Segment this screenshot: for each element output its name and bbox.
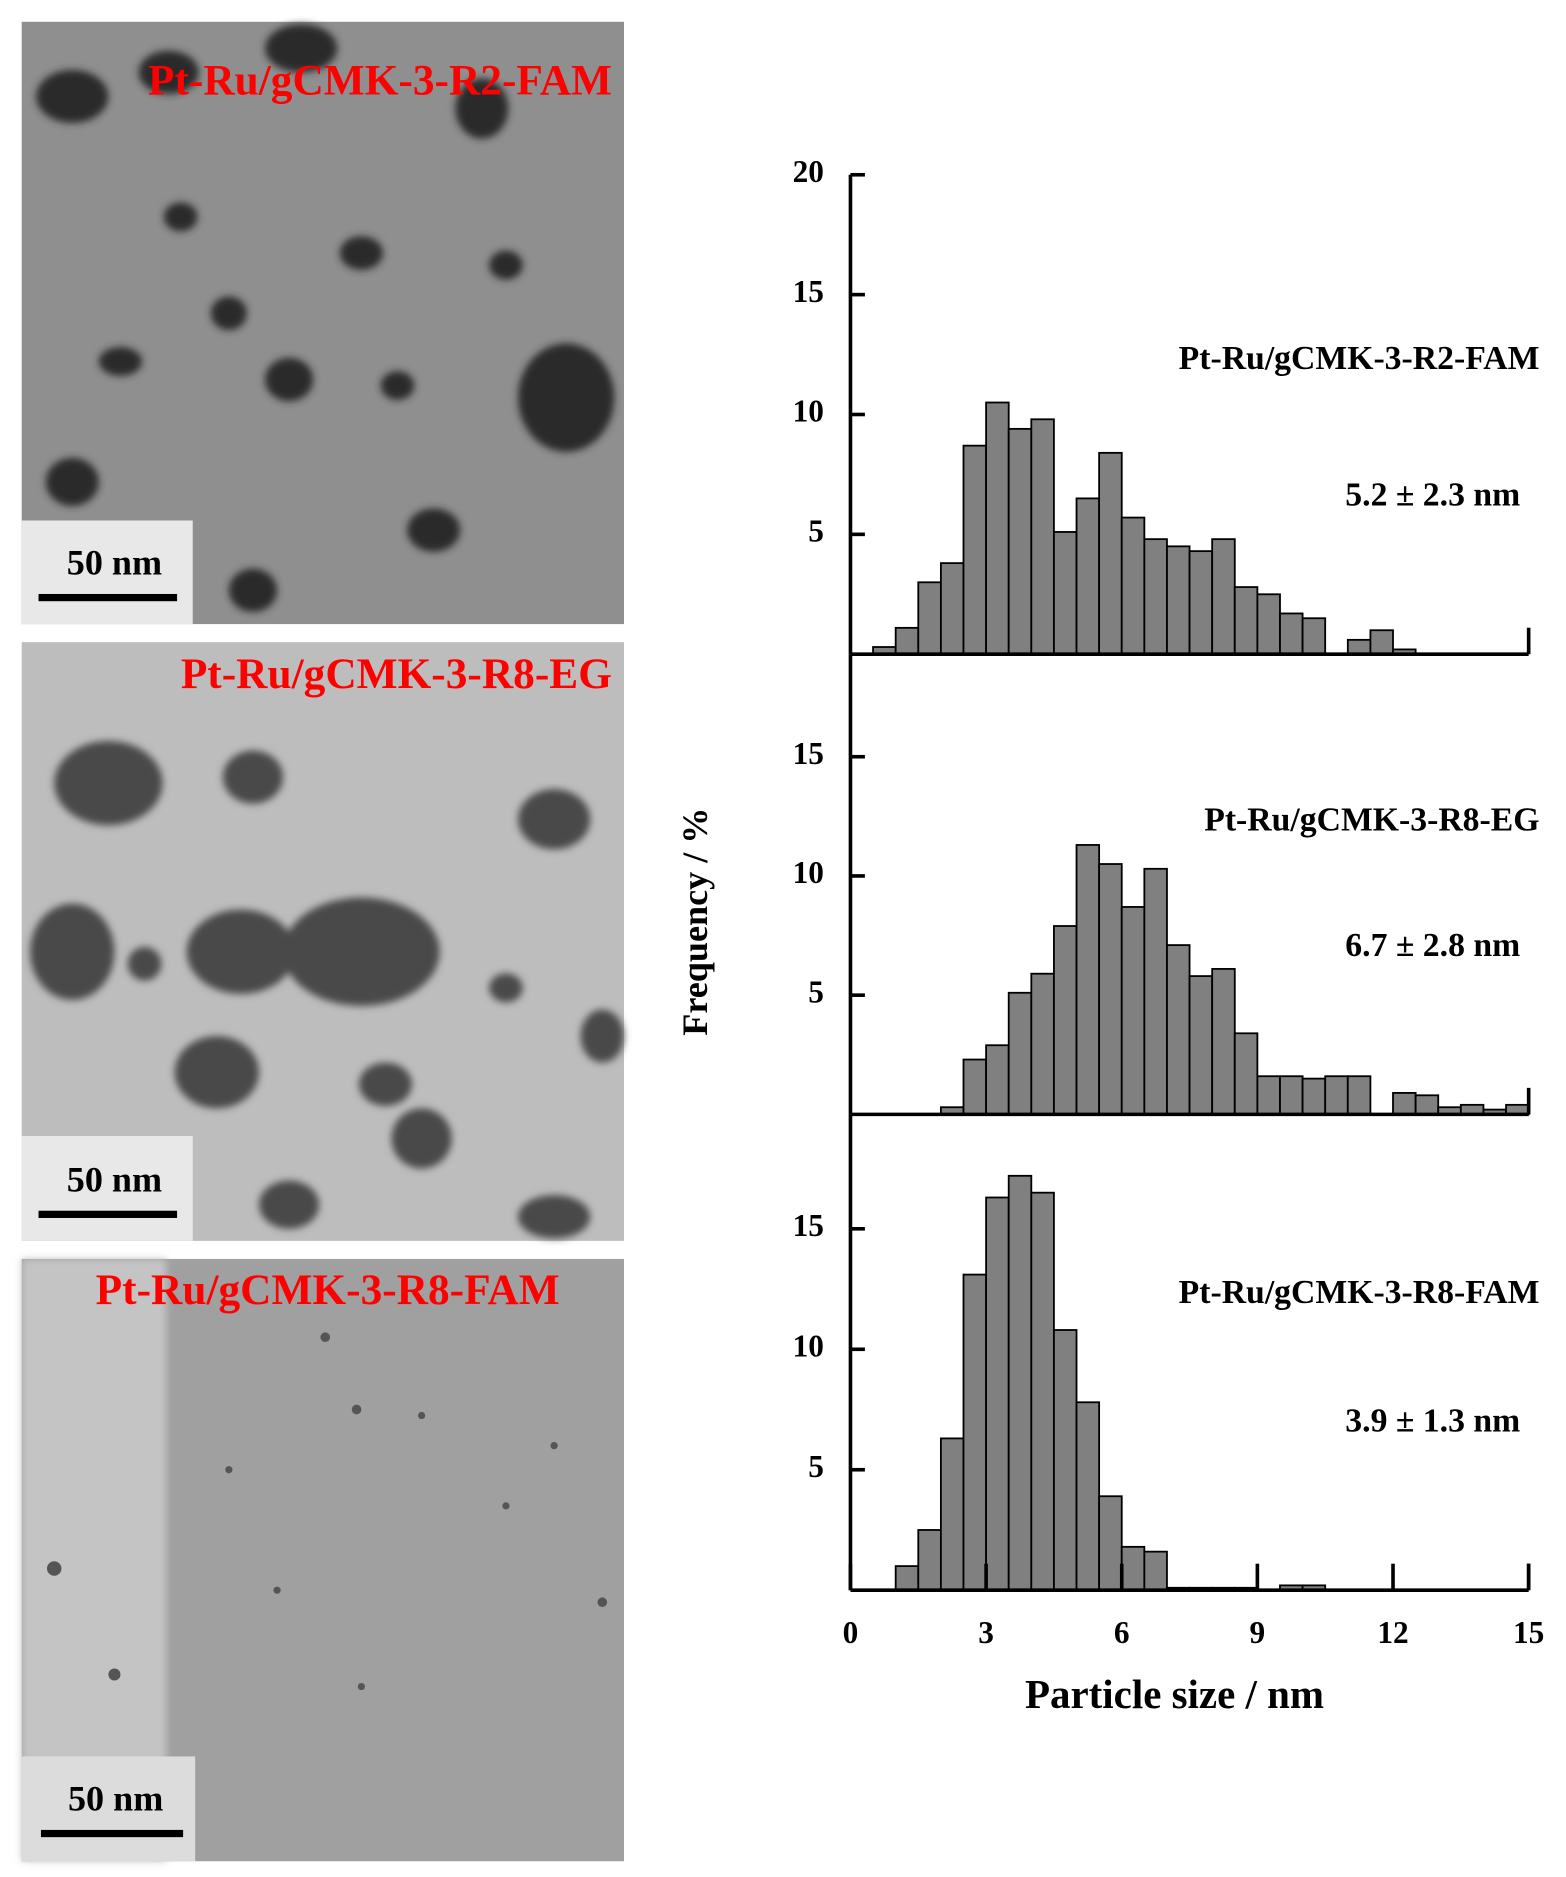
bar — [1211, 538, 1236, 656]
bar — [1301, 617, 1327, 656]
bar — [1369, 629, 1394, 656]
bar — [1301, 1077, 1327, 1116]
bar — [1075, 1401, 1101, 1592]
scale-bar — [38, 1210, 178, 1218]
y-tick-label: 5 — [808, 1449, 824, 1484]
bar — [1098, 1495, 1123, 1592]
series-label: Pt-Ru/gCMK-3-R8-EG — [1204, 802, 1539, 839]
bar — [985, 1196, 1010, 1592]
annotation: 3.9 ± 1.3 nm — [1345, 1403, 1520, 1440]
x-tick-label: 0 — [843, 1615, 859, 1650]
bar — [1166, 944, 1191, 1116]
bar — [1053, 1329, 1078, 1592]
bar — [894, 626, 920, 656]
bar — [1120, 1545, 1146, 1592]
bar — [1075, 844, 1101, 1116]
particles — [30, 740, 624, 1239]
bar — [939, 562, 965, 656]
bar — [1007, 1174, 1033, 1592]
bar — [1030, 1191, 1055, 1592]
bar — [1098, 451, 1123, 656]
x-tick-label: 6 — [1114, 1615, 1130, 1650]
bar — [1098, 863, 1123, 1116]
series-label: Pt-Ru/gCMK-3-R8-FAM — [1179, 1274, 1540, 1311]
bar — [985, 401, 1010, 656]
y-tick-label: 20 — [793, 154, 824, 189]
y-tick-label: 10 — [793, 394, 824, 429]
bar — [917, 1529, 942, 1592]
x-tick-label: 15 — [1513, 1615, 1544, 1650]
bar — [1120, 906, 1146, 1116]
bar — [962, 1273, 988, 1592]
x-tick-label: 12 — [1377, 1615, 1408, 1650]
bar — [1346, 638, 1372, 656]
y-tick-label: 10 — [793, 1328, 824, 1363]
x-tick-label: 3 — [978, 1615, 994, 1650]
y-tick-label: 15 — [793, 1208, 824, 1243]
bar — [1053, 531, 1078, 656]
bar — [1392, 1092, 1417, 1116]
bar — [1414, 1094, 1440, 1116]
annotation: 5.2 ± 2.3 nm — [1345, 476, 1520, 513]
y-tick-label: 15 — [793, 736, 824, 771]
bar — [1030, 972, 1055, 1116]
bar — [1143, 538, 1168, 656]
annotation: 6.7 ± 2.8 nm — [1345, 927, 1520, 964]
bar — [1346, 1075, 1372, 1116]
bar — [1143, 867, 1168, 1116]
bar — [1279, 612, 1304, 656]
bar — [1256, 593, 1281, 656]
bar — [962, 1058, 988, 1116]
bar — [1007, 991, 1033, 1116]
bar — [1279, 1075, 1304, 1116]
y-tick-label: 15 — [793, 274, 824, 309]
bar — [1143, 1550, 1168, 1592]
bar — [1188, 550, 1214, 656]
bar — [1166, 545, 1191, 656]
particles — [46, 1332, 608, 1691]
micrograph — [21, 1258, 624, 1862]
bar — [1007, 427, 1033, 656]
series-label: Pt-Ru/gCMK-3-R2-FAM — [1179, 340, 1540, 377]
micrograph-label: Pt-Ru/gCMK-3-R2-FAM — [148, 56, 612, 104]
y-tick-label: 5 — [808, 974, 824, 1009]
scale-bar — [40, 1829, 184, 1838]
x-axis-label: Particle size / nm — [1025, 1672, 1324, 1717]
bar — [1233, 586, 1259, 656]
scale-bar-box — [21, 1756, 196, 1862]
bar — [1030, 418, 1055, 656]
bar — [1233, 1032, 1259, 1116]
bar — [1211, 968, 1236, 1116]
bar — [985, 1044, 1010, 1116]
bar — [1324, 1075, 1349, 1116]
bar — [1075, 497, 1101, 656]
x-tick-label: 9 — [1250, 1615, 1266, 1650]
scale-bar-label: 50 nm — [67, 543, 162, 583]
y-tick-label: 5 — [808, 514, 824, 549]
bar — [1188, 975, 1214, 1116]
micrograph-label: Pt-Ru/gCMK-3-R8-EG — [181, 650, 612, 698]
micrograph-label: Pt-Ru/gCMK-3-R8-FAM — [96, 1266, 560, 1314]
bar — [917, 581, 942, 656]
y-axis-label: Frequency / % — [675, 808, 715, 1036]
particles — [36, 24, 615, 613]
bar — [939, 1437, 965, 1592]
scale-bar-label: 50 nm — [68, 1779, 163, 1819]
bar — [1053, 925, 1078, 1116]
bar — [962, 444, 988, 656]
scale-bar-box — [21, 1136, 193, 1241]
scale-bar-box — [21, 520, 193, 625]
micrograph — [21, 642, 624, 1241]
micrograph — [21, 21, 624, 625]
bar — [894, 1565, 920, 1592]
bar — [1256, 1075, 1281, 1116]
scale-bar — [38, 593, 178, 602]
bar — [1120, 516, 1146, 656]
y-tick-label: 10 — [793, 855, 824, 890]
scale-bar-label: 50 nm — [67, 1159, 162, 1199]
